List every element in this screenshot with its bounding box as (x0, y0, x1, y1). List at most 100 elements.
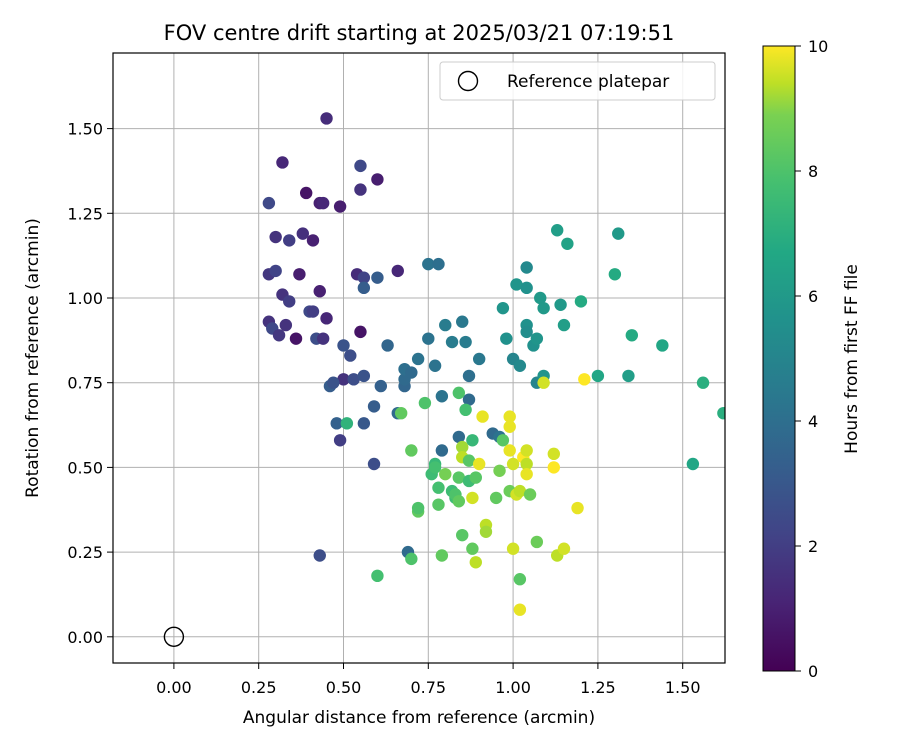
data-point (469, 556, 482, 569)
data-point (357, 417, 371, 430)
data-point (466, 434, 479, 447)
data-point (571, 501, 584, 515)
data-point (405, 444, 418, 457)
data-point (462, 369, 476, 383)
data-point (269, 230, 282, 244)
data-point (459, 403, 472, 417)
data-point (405, 366, 418, 379)
data-point (462, 454, 476, 467)
data-point (330, 417, 343, 430)
data-point (591, 369, 605, 383)
data-point (612, 227, 625, 240)
data-point (472, 352, 486, 366)
data-point (513, 359, 527, 372)
data-point (557, 318, 571, 332)
reference-platepar-marker (163, 626, 185, 647)
data-point (452, 471, 466, 484)
data-point (283, 234, 296, 247)
data-point (432, 481, 445, 494)
data-point (496, 434, 510, 447)
data-point (354, 183, 367, 196)
data-point (506, 457, 520, 471)
colorbar-ticks: 0 2 4 6 8 10 (795, 37, 828, 681)
data-point (510, 278, 523, 291)
data-point (299, 186, 313, 200)
x-gridlines (173, 53, 684, 663)
data-point (354, 325, 367, 339)
data-point (354, 159, 367, 173)
data-point (686, 457, 700, 471)
x-tick-label: 1.00 (495, 678, 531, 697)
data-point (320, 112, 333, 125)
data-point (622, 369, 635, 383)
data-point (520, 325, 533, 339)
data-point (547, 447, 561, 461)
data-point (306, 305, 320, 318)
data-point (520, 457, 533, 471)
data-point (462, 393, 476, 406)
x-tick-label: 1.25 (580, 678, 616, 697)
chart-title: FOV centre drift starting at 2025/03/21 … (164, 21, 675, 45)
data-point (435, 390, 449, 403)
data-point (496, 301, 510, 315)
colorbar-tick-label: 10 (808, 37, 828, 56)
data-point (422, 257, 435, 271)
data-point (520, 444, 533, 457)
data-point (347, 373, 360, 386)
data-point (520, 261, 533, 274)
x-tick-label: 0.50 (326, 678, 362, 697)
data-point (327, 376, 340, 389)
data-point (432, 498, 445, 511)
data-point (561, 237, 574, 250)
data-point (320, 312, 333, 325)
data-point (313, 285, 326, 298)
data-point (500, 332, 513, 345)
data-point (357, 281, 371, 295)
data-point (357, 271, 371, 284)
data-point (656, 339, 669, 352)
data-point (466, 491, 479, 505)
data-point (530, 535, 544, 549)
data-point (296, 227, 309, 240)
legend-entry-reference: Reference platepar (507, 72, 669, 92)
data-point (337, 339, 350, 352)
data-point (340, 417, 354, 430)
data-point (367, 457, 381, 471)
y-tick-label: 0.25 (67, 543, 103, 562)
data-points (262, 112, 725, 616)
data-point (428, 359, 442, 372)
data-point (357, 369, 371, 383)
data-point (537, 301, 550, 315)
data-point (578, 373, 591, 386)
x-axis-label: Angular distance from reference (arcmin) (243, 708, 595, 728)
data-point (439, 318, 452, 332)
y-tick-label: 1.50 (67, 120, 103, 139)
data-point (557, 542, 571, 555)
data-point (279, 318, 293, 332)
colorbar-tick-label: 8 (808, 162, 818, 181)
colorbar-tick-label: 6 (808, 287, 818, 306)
data-point (459, 335, 472, 349)
colorbar-gradient (762, 45, 796, 672)
data-point (371, 173, 384, 186)
data-point (283, 295, 296, 308)
data-point (418, 396, 432, 410)
data-point (625, 329, 639, 342)
data-point (506, 542, 520, 555)
colorbar: 0 2 4 6 8 10 Hours from first FF file (762, 37, 862, 681)
data-point (530, 332, 544, 345)
y-axis-ticks: 0.00 0.25 0.50 0.75 1.00 1.25 1.50 (67, 120, 113, 647)
plot-frame (112, 52, 726, 664)
data-point (394, 406, 408, 420)
x-tick-label: 0.25 (241, 678, 277, 697)
y-tick-label: 0.00 (67, 628, 103, 647)
data-point (550, 224, 564, 237)
data-point (272, 329, 286, 342)
data-point (391, 264, 404, 278)
y-tick-label: 1.00 (67, 289, 103, 308)
data-point (381, 339, 394, 352)
data-point (371, 569, 384, 583)
data-point (503, 420, 516, 433)
data-point (608, 268, 622, 281)
data-point (476, 410, 489, 423)
